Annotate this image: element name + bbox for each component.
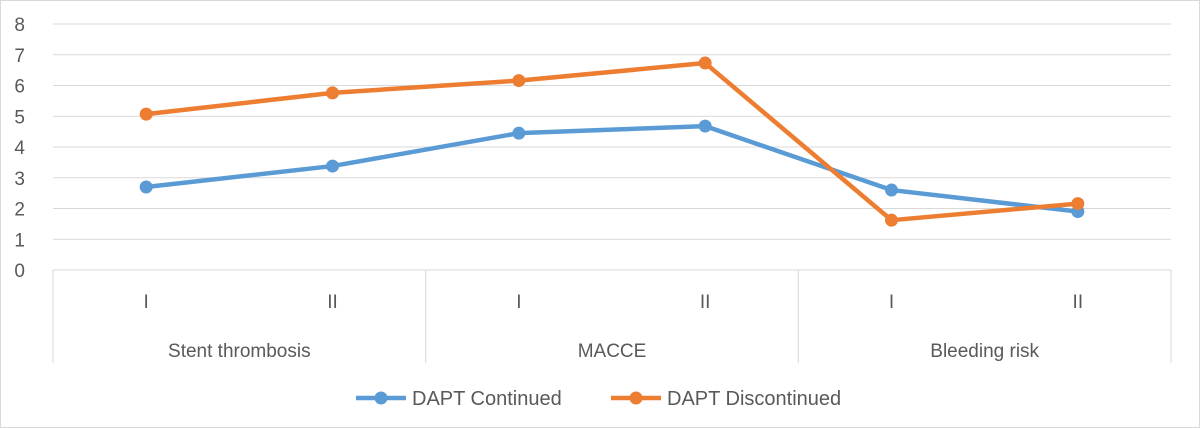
x-category-label-0-1: II (327, 292, 338, 313)
data-point-1-2 (512, 74, 526, 88)
x-category-label-1-1: II (700, 292, 711, 313)
data-point-1-1 (326, 86, 339, 100)
data-point-0-0 (139, 180, 153, 194)
legend-marker-0 (374, 391, 388, 405)
y-tick-label-0: 0 (14, 261, 25, 282)
y-tick-label-2: 2 (14, 200, 25, 221)
data-point-1-3 (698, 56, 712, 70)
x-group-label-2: Bleeding risk (930, 341, 1039, 362)
x-group-label-1: MACCE (578, 341, 647, 362)
y-tick-label-5: 5 (14, 107, 25, 128)
data-point-1-0 (139, 107, 153, 121)
legend-marker-1 (629, 391, 643, 405)
data-point-0-1 (326, 159, 339, 173)
x-group-label-0: Stent thrombosis (168, 341, 311, 362)
data-point-0-2 (512, 126, 526, 140)
y-tick-label-3: 3 (14, 169, 25, 190)
y-tick-label-8: 8 (14, 15, 25, 36)
y-tick-label-6: 6 (14, 77, 25, 98)
data-point-0-3 (698, 119, 712, 133)
data-point-1-4 (885, 213, 898, 227)
series-line-0 (143, 123, 1081, 214)
y-tick-label-7: 7 (14, 46, 25, 67)
data-point-1-5 (1071, 197, 1085, 211)
y-tick-label-1: 1 (14, 230, 25, 251)
y-axis-tick-labels: 0 1 2 3 4 5 6 7 8 (14, 15, 25, 282)
series-lines (139, 56, 1085, 227)
legend-label-0: DAPT Continued (412, 388, 562, 410)
series-1 (139, 56, 1085, 227)
x-category-label-0-0: I (144, 292, 149, 313)
gridlines (53, 23, 1171, 271)
x-category-label-1-0: I (516, 292, 521, 313)
data-point-0-4 (885, 183, 898, 197)
x-category-label-2-0: I (889, 292, 894, 313)
series-line-1 (143, 60, 1081, 223)
x-category-label-2-1: II (1073, 292, 1084, 313)
series-0 (139, 119, 1085, 219)
legend: DAPT Continued DAPT Discontinued (356, 388, 841, 410)
legend-label-1: DAPT Discontinued (667, 388, 841, 410)
y-tick-label-4: 4 (14, 138, 25, 159)
